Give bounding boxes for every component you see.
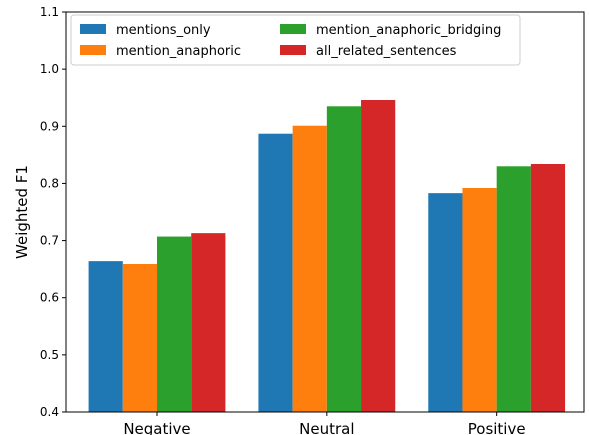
y-tick-label: 0.5: [40, 348, 59, 362]
x-tick-label-neutral: Neutral: [299, 420, 354, 435]
bar-mention_anaphoric_bridging-negative: [157, 236, 192, 412]
x-tick-label-positive: Positive: [468, 420, 526, 435]
legend-box: [70, 14, 521, 66]
y-axis-label: Weighted F1: [13, 165, 31, 259]
bar-mention_anaphoric-positive: [462, 188, 497, 412]
legend-swatch-mentions_only: [80, 24, 106, 34]
y-tick-label: 1.0: [40, 62, 59, 76]
legend-swatch-all_related_sentences: [280, 45, 306, 55]
x-tick-label-negative: Negative: [123, 420, 190, 435]
y-tick-label: 0.9: [40, 119, 59, 133]
bar-mentions_only-positive: [428, 193, 463, 412]
legend-swatch-mention_anaphoric: [80, 45, 106, 55]
bar-mention_anaphoric-neutral: [292, 125, 327, 413]
y-tick-label: 0.8: [40, 176, 59, 190]
plot-frame: [65, 11, 585, 413]
bar-all_related_sentences-negative: [191, 233, 226, 412]
legend-label-mention_anaphoric: mention_anaphoric: [116, 44, 241, 59]
y-tick-label: 0.4: [40, 405, 59, 419]
legend-label-mentions_only: mentions_only: [116, 23, 211, 38]
legend-label-all_related_sentences: all_related_sentences: [316, 44, 457, 59]
bar-mentions_only-neutral: [258, 133, 293, 412]
legend-label-mention_anaphoric_bridging: mention_anaphoric_bridging: [316, 23, 501, 38]
legend-swatch-mention_anaphoric_bridging: [280, 24, 306, 34]
y-tick-label: 0.7: [40, 234, 59, 248]
legend: mentions_only mention_anaphoric mention_an…: [70, 14, 521, 66]
bar-all_related_sentences-neutral: [361, 100, 396, 412]
bar-mention_anaphoric_bridging-positive: [496, 166, 531, 412]
bars-group: [88, 100, 566, 413]
bar-mention_anaphoric_bridging-neutral: [326, 106, 362, 412]
axes-group: 0.4 0.5 0.6 0.7 0.8 0.9 1.0 1.1 Negative Neutral P…: [13, 5, 585, 435]
bar-mentions_only-negative: [88, 261, 123, 412]
bar-mention_anaphoric-negative: [122, 264, 157, 412]
y-tick-label: 0.6: [40, 291, 59, 305]
bar-all_related_sentences-positive: [530, 164, 566, 412]
y-tick-label: 1.1: [40, 5, 59, 19]
